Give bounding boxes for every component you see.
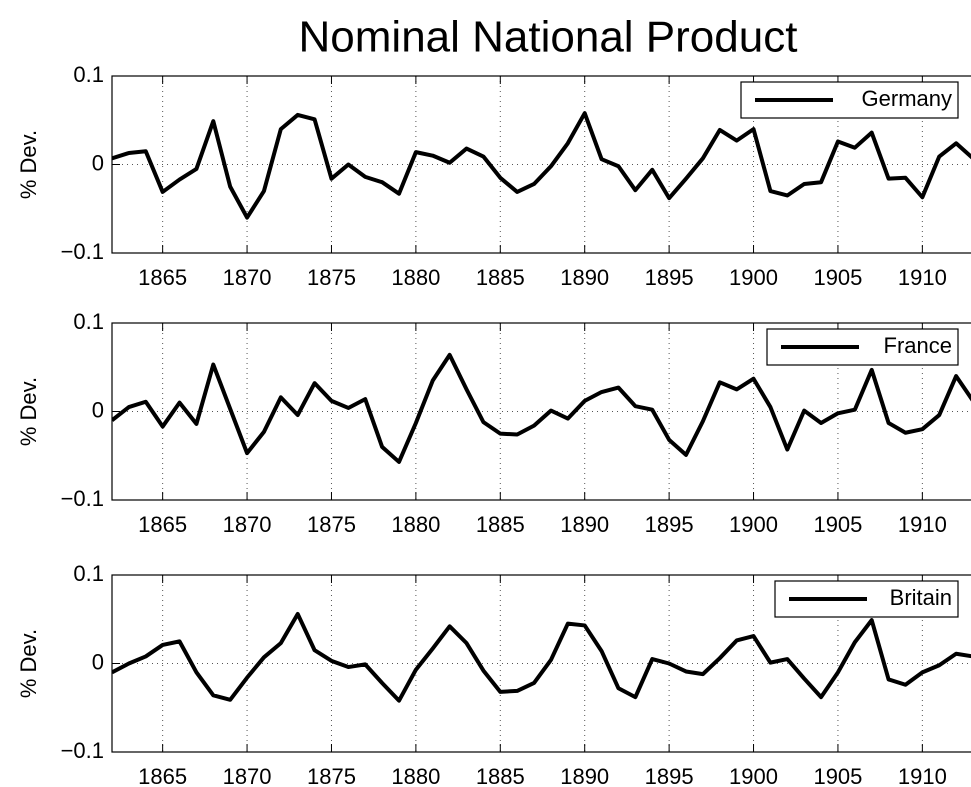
- plot-lines: [112, 111, 971, 220]
- x-tick-label: 1895: [645, 764, 694, 787]
- x-tick-label: 1910: [898, 265, 947, 290]
- y-tick-label: −0.1: [61, 738, 104, 763]
- x-tick-label: 1875: [307, 512, 356, 537]
- x-tick-label: 1905: [813, 265, 862, 290]
- x-tick-label: 1875: [307, 265, 356, 290]
- y-tick-label: 0: [92, 397, 104, 422]
- y-axis-label: % Dev.: [16, 629, 41, 698]
- x-tick-label: 1865: [138, 512, 187, 537]
- x-tick-label: 1905: [813, 512, 862, 537]
- legend-label: France: [884, 333, 952, 358]
- x-tick-label: 1865: [138, 265, 187, 290]
- x-tick-label: 1890: [560, 265, 609, 290]
- y-tick-label: 0: [92, 649, 104, 674]
- x-tick-label: 1865: [138, 764, 187, 787]
- figure-title: Nominal National Product: [299, 13, 798, 62]
- x-tick-label: 1885: [476, 764, 525, 787]
- x-tick-label: 1870: [223, 265, 272, 290]
- legend-label: Germany: [862, 86, 952, 111]
- y-axis-label: % Dev.: [16, 377, 41, 446]
- x-tick-label: 1880: [391, 512, 440, 537]
- x-tick-label: 1900: [729, 512, 778, 537]
- x-tick-label: 1870: [223, 512, 272, 537]
- x-tick-label: 1870: [223, 764, 272, 787]
- subplot: 1865 1870 1875 1880 1885 1890 1895 1900 1905 1910…: [16, 309, 971, 537]
- x-tick-label: 1895: [645, 512, 694, 537]
- x-tick-label: 1905: [813, 764, 862, 787]
- data-line: [112, 352, 971, 464]
- data-line: [112, 111, 971, 220]
- plot-frame: [111, 75, 971, 254]
- x-tick-label: 1910: [898, 512, 947, 537]
- plot-lines: [112, 611, 971, 703]
- y-tick-label: −0.1: [61, 239, 104, 264]
- x-tick-label: 1900: [729, 764, 778, 787]
- x-tick-label: 1895: [645, 265, 694, 290]
- subplot: 1865 1870 1875 1880 1885 1890 1895 1900 1905 1910…: [16, 62, 971, 290]
- subplot: 1865 1870 1875 1880 1885 1890 1895 1900 1905 1910…: [16, 561, 971, 787]
- y-tick-label: 0: [92, 150, 104, 175]
- plot-lines: [112, 352, 971, 464]
- x-tick-label: 1890: [560, 764, 609, 787]
- legend-label: Britain: [890, 585, 952, 610]
- x-tick-label: 1890: [560, 512, 609, 537]
- y-tick-label: 0.1: [73, 309, 104, 334]
- plot-frame: [111, 322, 971, 501]
- y-tick-label: 0.1: [73, 561, 104, 586]
- x-tick-label: 1880: [391, 764, 440, 787]
- y-tick-label: −0.1: [61, 486, 104, 511]
- data-line: [112, 611, 971, 703]
- y-tick-label: 0.1: [73, 62, 104, 87]
- x-tick-label: 1875: [307, 764, 356, 787]
- x-tick-label: 1885: [476, 265, 525, 290]
- x-tick-label: 1885: [476, 512, 525, 537]
- x-tick-label: 1880: [391, 265, 440, 290]
- x-tick-label: 1900: [729, 265, 778, 290]
- y-axis-label: % Dev.: [16, 130, 41, 199]
- x-tick-label: 1910: [898, 764, 947, 787]
- plot-frame: [111, 574, 971, 753]
